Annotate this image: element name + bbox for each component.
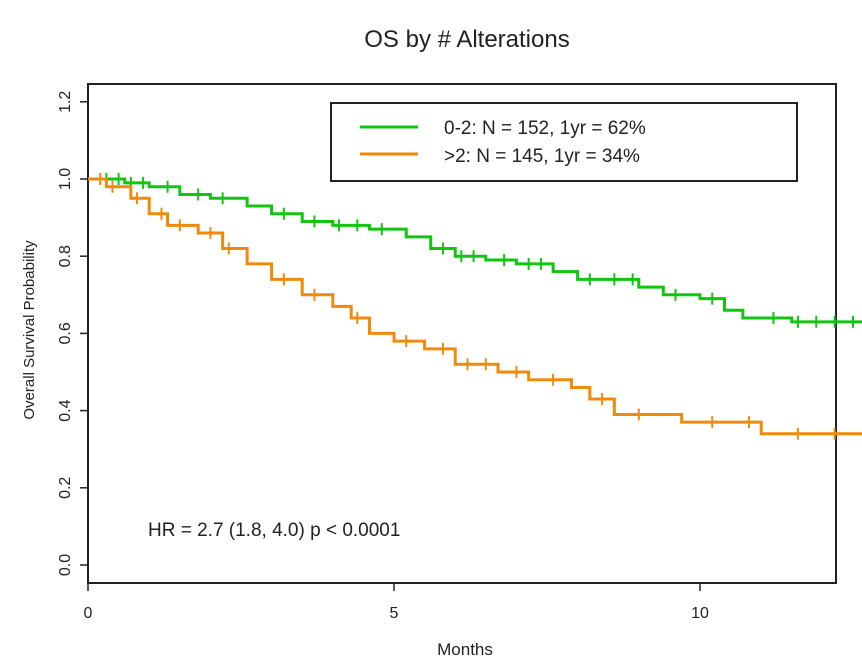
legend-label-0: 0-2: N = 152, 1yr = 62% bbox=[444, 118, 646, 139]
y-tick-label: 0.2 bbox=[57, 477, 74, 499]
series-0 bbox=[88, 173, 862, 328]
y-tick-label: 0.6 bbox=[57, 322, 74, 344]
survival-curve-1 bbox=[88, 177, 862, 436]
x-tick-label: 10 bbox=[691, 605, 709, 622]
x-tick-label: 5 bbox=[390, 605, 399, 622]
series-1 bbox=[88, 173, 862, 440]
y-tick-label: 0.4 bbox=[57, 399, 74, 421]
legend: 0-2: N = 152, 1yr = 62% >2: N = 145, 1yr… bbox=[330, 102, 798, 182]
y-tick-label: 0.8 bbox=[57, 245, 74, 267]
chart-title: OS by # Alterations bbox=[364, 26, 569, 53]
hr-annotation: HR = 2.7 (1.8, 4.0) p < 0.0001 bbox=[148, 520, 400, 541]
x-tick-label: 0 bbox=[84, 605, 93, 622]
survival-curve-0 bbox=[88, 177, 862, 324]
legend-label-1: >2: N = 145, 1yr = 34% bbox=[444, 146, 640, 167]
series-layer bbox=[88, 173, 862, 440]
y-tick-label: 0.0 bbox=[57, 554, 74, 576]
y-axis-label: Overall Survival Probability bbox=[21, 240, 38, 420]
legend-box bbox=[330, 102, 798, 182]
axes: 051015200.00.20.40.60.81.01.2 bbox=[57, 91, 709, 622]
y-tick-label: 1.2 bbox=[57, 91, 74, 113]
y-tick-label: 1.0 bbox=[57, 168, 74, 190]
x-axis-label: Months bbox=[437, 640, 493, 659]
